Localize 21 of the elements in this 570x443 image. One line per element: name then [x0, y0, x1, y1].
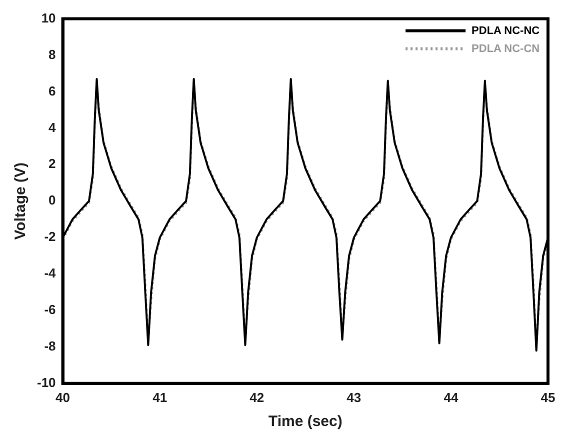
y-tick-label: 6 — [48, 83, 56, 98]
y-tick-label: -2 — [44, 229, 56, 244]
x-tick-label: 40 — [56, 390, 70, 405]
x-tick-label: 41 — [152, 390, 168, 405]
y-tick-label: -8 — [44, 338, 56, 354]
x-tick-label: 45 — [540, 390, 556, 405]
y-tick-label: -6 — [44, 302, 56, 318]
y-tick-label: 8 — [48, 46, 56, 62]
x-tick-label: 44 — [444, 390, 459, 405]
text: PDLA NC-CN — [472, 42, 540, 55]
text: PDLA NC-NC — [472, 24, 540, 37]
x-axis-title: Time (sec) — [268, 413, 342, 430]
y-tick-label: 4 — [48, 120, 57, 135]
y-tick-label: 2 — [48, 156, 56, 172]
x-tick-label: 42 — [250, 390, 264, 405]
y-tick-label: -10 — [36, 374, 56, 390]
y-tick-label: -4 — [44, 266, 57, 281]
y-tick-label: 10 — [41, 10, 56, 26]
x-tick-label: 43 — [346, 390, 362, 405]
y-axis-title: Voltage (V) — [12, 162, 30, 240]
y-tick-label: 0 — [48, 192, 56, 208]
